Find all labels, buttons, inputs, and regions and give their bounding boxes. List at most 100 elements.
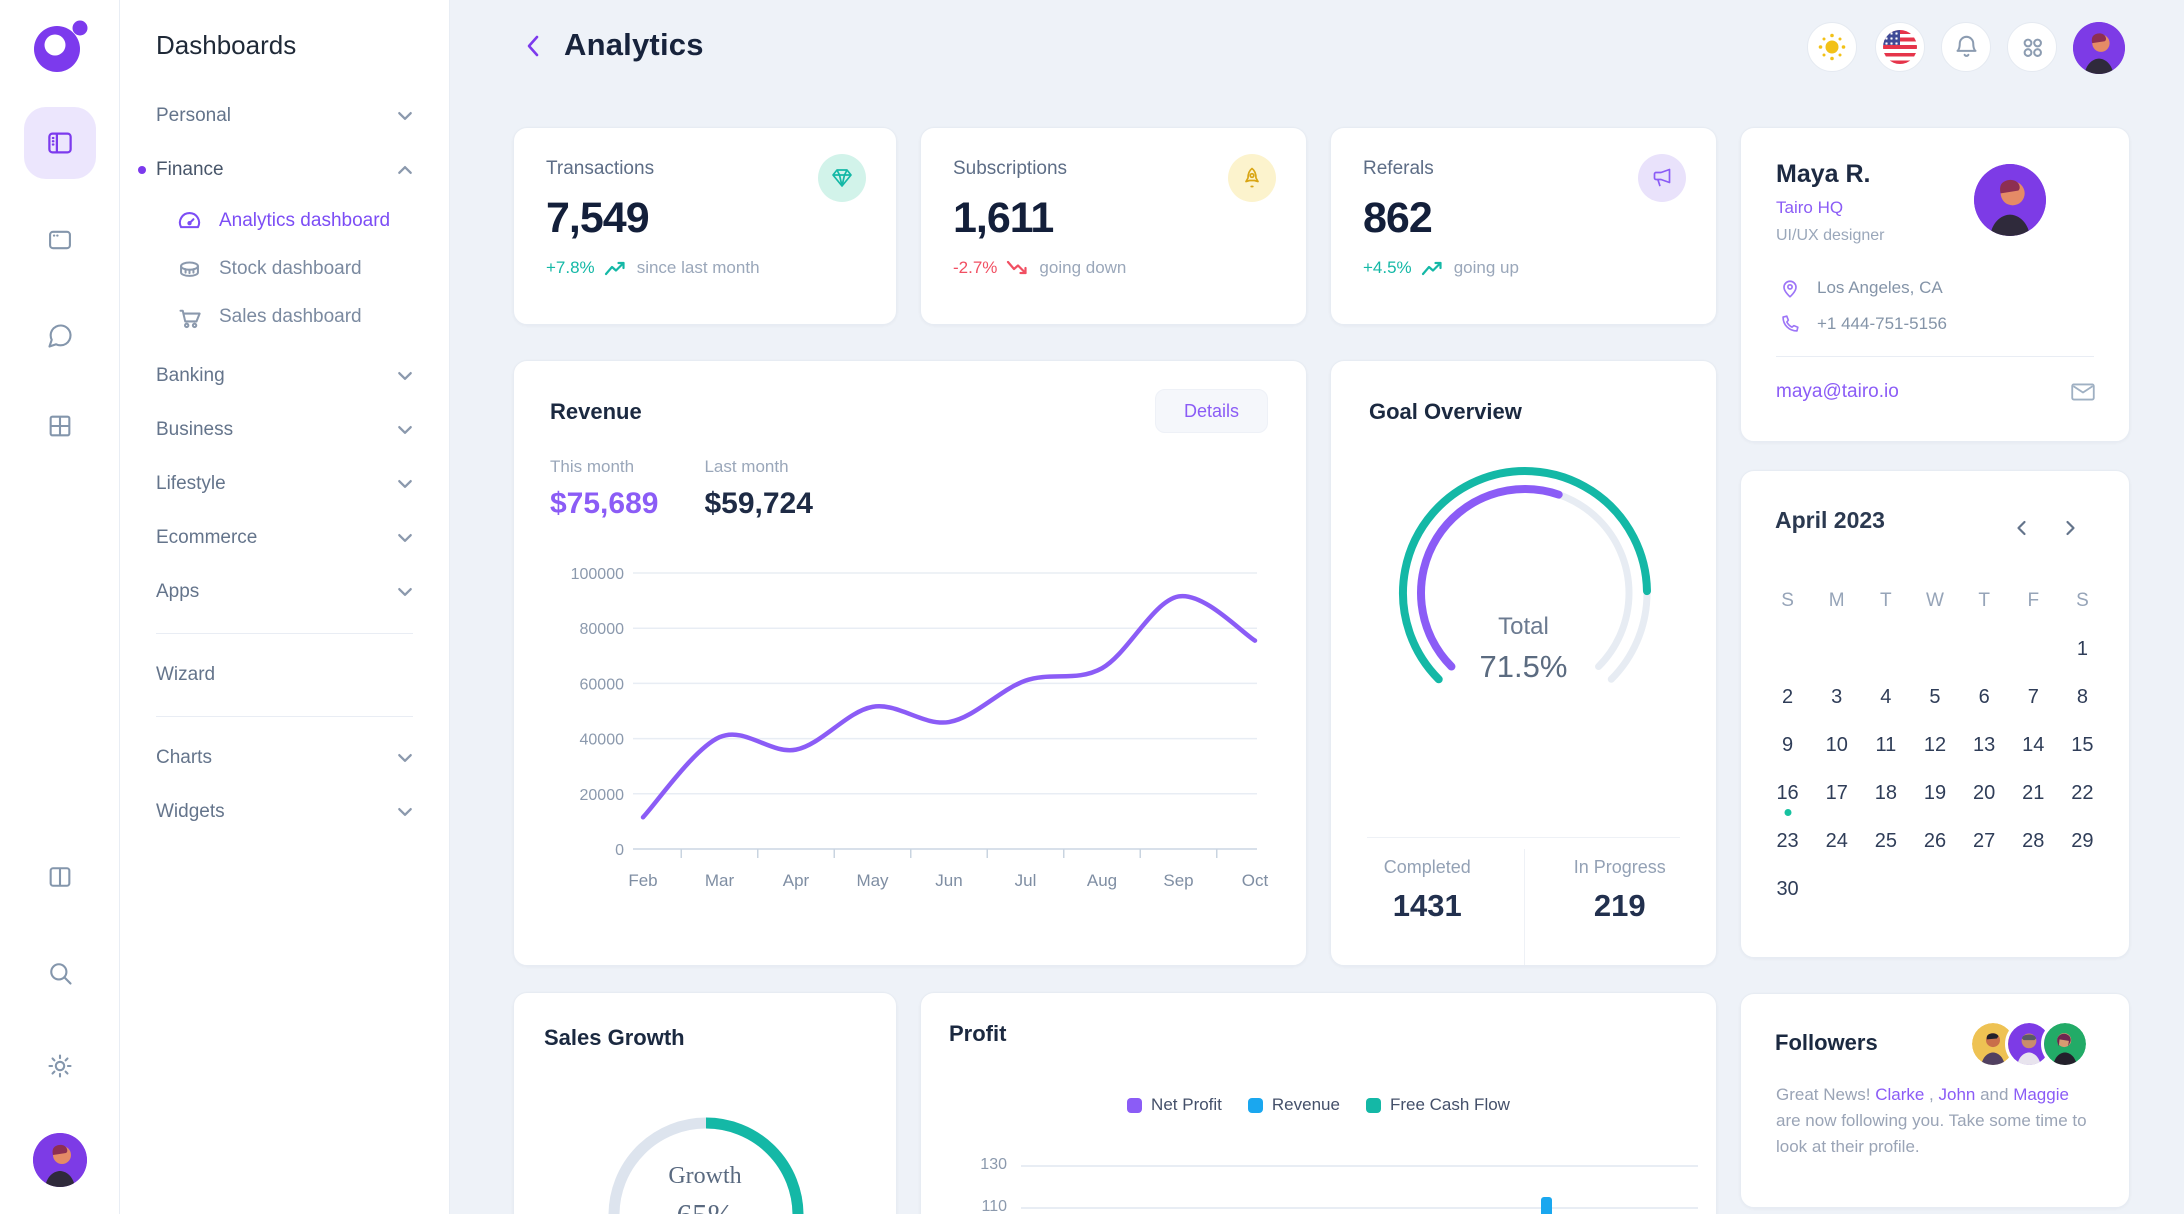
calendar-day[interactable]: 12 [1923, 733, 1947, 756]
calendar-day[interactable]: 30 [1776, 877, 1799, 900]
goal-in-progress: In Progress 219 [1573, 857, 1666, 923]
follower-link-clarke[interactable]: Clarke [1875, 1085, 1925, 1104]
chevron-down-icon [398, 372, 412, 380]
chevron-down-icon [398, 426, 412, 434]
panels-icon [47, 132, 72, 154]
follower-avatar-john[interactable] [2005, 1020, 2053, 1068]
calendar-day[interactable]: 21 [2022, 781, 2045, 804]
calendar-day[interactable]: 14 [2022, 733, 2045, 756]
rail-item-apps[interactable] [32, 212, 88, 268]
calendar-day[interactable]: 20 [1973, 781, 1996, 804]
follower-avatar-maggie[interactable] [2041, 1020, 2089, 1068]
profile-email-link[interactable]: maya@tairo.io [1776, 381, 1899, 402]
chevron-down-icon [398, 808, 412, 816]
notifications-button[interactable] [1941, 22, 1991, 72]
calendar-day[interactable]: 26 [1923, 829, 1947, 852]
calendar-day[interactable]: 9 [1782, 733, 1794, 756]
profit-legend: Net Profit Revenue Free Cash Flow [921, 1095, 1716, 1115]
calendar-day[interactable]: 25 [1874, 829, 1897, 852]
diamond-icon [818, 154, 866, 202]
sidebar-item-business[interactable]: Business [156, 403, 413, 457]
profile-company-link[interactable]: Tairo HQ [1776, 198, 1844, 217]
calendar-day[interactable]: 16 [1763, 769, 1812, 817]
transactions-card: Transactions 7,549 +7.8% since last mont… [513, 127, 897, 325]
calendar-day[interactable]: 29 [2071, 829, 2094, 852]
sun-icon [1818, 33, 1846, 61]
calendar-day[interactable]: 17 [1825, 781, 1848, 804]
follower-link-john[interactable]: John [1938, 1085, 1976, 1104]
rail-item-dashboards[interactable] [23, 107, 96, 179]
details-button[interactable]: Details [1155, 389, 1268, 433]
sidebar-item-wizard[interactable]: Wizard [156, 664, 216, 685]
svg-text:Apr: Apr [783, 871, 810, 890]
calendar-day[interactable]: 11 [1875, 733, 1897, 756]
user-menu-button[interactable] [2073, 22, 2125, 74]
sidebar-divider [156, 633, 413, 634]
rail-item-search[interactable] [32, 945, 88, 1001]
calendar-day[interactable]: 15 [2071, 733, 2094, 756]
apps-menu-button[interactable] [2007, 22, 2057, 72]
chevron-up-icon [398, 166, 412, 174]
calendar-day[interactable]: 2 [1782, 685, 1794, 708]
calendar-empty-cell [2009, 625, 2058, 673]
stat-value: 1,611 [953, 194, 1054, 242]
rail-item-columns[interactable] [32, 849, 88, 905]
language-button[interactable] [1875, 22, 1925, 72]
rail-item-settings[interactable] [32, 1038, 88, 1094]
sidebar-item-apps[interactable]: Apps [156, 565, 413, 619]
sidebar-item-personal[interactable]: Personal [156, 89, 413, 143]
sidebar-item-analytics-dashboard[interactable]: Analytics dashboard [156, 197, 413, 245]
rail-item-layouts[interactable] [32, 398, 88, 454]
legend-swatch [1127, 1097, 1143, 1113]
calendar-day[interactable]: 24 [1825, 829, 1848, 852]
send-mail-button[interactable] [2069, 378, 2097, 406]
calendar-day[interactable]: 3 [1831, 685, 1843, 708]
calendar-day[interactable]: 28 [2022, 829, 2045, 852]
referals-card: Referals 862 +4.5% going up [1330, 127, 1717, 325]
svg-text:80000: 80000 [580, 621, 625, 638]
calendar-next-button[interactable] [2055, 513, 2085, 543]
calendar-day[interactable]: 6 [1978, 685, 1990, 708]
sidebar-item-ecommerce[interactable]: Ecommerce [156, 511, 413, 565]
rail-item-messages[interactable] [32, 308, 88, 364]
calendar-day[interactable]: 1 [2076, 637, 2088, 660]
sidebar-item-banking[interactable]: Banking [156, 349, 413, 403]
rail-user-avatar[interactable] [32, 1133, 87, 1187]
sidebar-item-sales-dashboard[interactable]: Sales dashboard [156, 293, 413, 341]
calendar-grid: S M T W T F S 1 2 3 4 5 6 7 8 9 10 11 12 13 14 15 16 17 18 19 20 21… [1763, 577, 2107, 913]
calendar-day[interactable]: 22 [2071, 781, 2094, 804]
calendar-day[interactable]: 27 [1973, 829, 1996, 852]
trend-down-icon [1007, 260, 1028, 275]
finance-submenu: Analytics dashboard Stock dashboard Sale… [156, 197, 413, 341]
calendar-prev-button[interactable] [2007, 513, 2037, 543]
calendar-day[interactable]: 5 [1929, 685, 1941, 708]
calendar-day[interactable]: 7 [2027, 685, 2039, 708]
back-button[interactable] [512, 24, 556, 68]
profit-card: Profit Net Profit Revenue Free Cash Flow… [920, 992, 1717, 1214]
calendar-day[interactable]: 19 [1923, 781, 1947, 804]
calendar-day-header: S [2076, 590, 2089, 611]
sidebar-item-lifestyle[interactable]: Lifestyle [156, 457, 413, 511]
trend-up-icon [1421, 261, 1442, 276]
calendar-empty-cell [2009, 865, 2058, 913]
calendar-day[interactable]: 13 [1973, 733, 1996, 756]
calendar-empty-cell [1960, 865, 2009, 913]
search-icon [49, 963, 72, 985]
calendar-empty-cell [2058, 865, 2107, 913]
sidebar-item-widgets[interactable]: Widgets [156, 785, 413, 839]
sidebar-item-stock-dashboard[interactable]: Stock dashboard [156, 245, 413, 293]
calendar-day[interactable]: 10 [1825, 733, 1848, 756]
follower-link-maggie[interactable]: Maggie [2013, 1085, 2069, 1104]
app-logo[interactable] [32, 18, 88, 74]
calendar-day[interactable]: 4 [1880, 685, 1892, 708]
calendar-day[interactable]: 23 [1776, 829, 1799, 852]
profile-phone[interactable]: +1 444-751-5156 [1817, 314, 1947, 333]
sidebar-item-charts[interactable]: Charts [156, 731, 413, 785]
calendar-empty-cell [1960, 625, 2009, 673]
chevron-down-icon [398, 480, 412, 488]
calendar-empty-cell [1861, 865, 1910, 913]
calendar-day[interactable]: 18 [1874, 781, 1897, 804]
sidebar-item-finance[interactable]: Finance [138, 143, 413, 197]
theme-toggle-button[interactable] [1807, 22, 1857, 72]
calendar-day[interactable]: 8 [2076, 685, 2088, 708]
